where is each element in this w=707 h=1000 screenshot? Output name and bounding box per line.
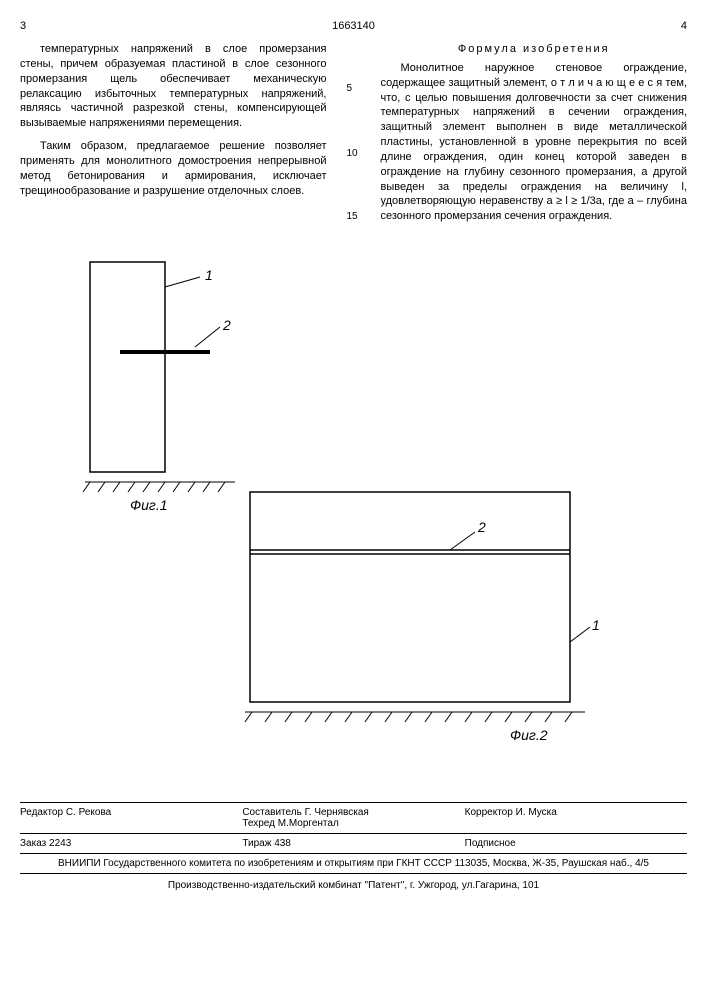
tirazh-label: Тираж xyxy=(242,838,271,849)
figure-2: 2 1 xyxy=(240,482,687,742)
figure-1: 1 2 Фиг.1 xyxy=(80,252,687,512)
corrector-label: Корректор xyxy=(465,807,513,818)
line-num-5: 5 xyxy=(347,82,353,96)
page-left: 3 xyxy=(20,20,26,32)
editor-label: Редактор xyxy=(20,807,63,818)
fig2-callout-2: 2 xyxy=(477,519,486,535)
fig2-wall xyxy=(250,492,570,702)
footer-subscription: Подписное xyxy=(465,838,687,849)
formula-title: Формула изобретения xyxy=(381,42,688,57)
footer: Редактор С. Рекова Составитель Г. Черняв… xyxy=(20,802,687,891)
figures-area: 1 2 Фиг.1 xyxy=(20,252,687,742)
techred-label: Техред xyxy=(242,818,275,829)
fig1-wall xyxy=(90,262,165,472)
editor-name: С. Рекова xyxy=(66,807,111,818)
left-column: температурных напряжений в слое промерза… xyxy=(20,42,327,232)
footer-row-credits: Редактор С. Рекова Составитель Г. Черняв… xyxy=(20,802,687,834)
left-p1: температурных напряжений в слое промерза… xyxy=(20,42,327,131)
footer-center-credits: Составитель Г. Чернявская Техред М.Морге… xyxy=(242,807,464,829)
line-num-10: 10 xyxy=(347,147,358,161)
fig1-svg: 1 2 Фиг.1 xyxy=(80,252,250,512)
order-label: Заказ xyxy=(20,838,46,849)
footer-corrector: Корректор И. Муска xyxy=(465,807,687,829)
header-row: 3 1663140 4 xyxy=(20,20,687,32)
fig1-label: Фиг.1 xyxy=(130,497,168,512)
fig2-leader1 xyxy=(570,627,590,642)
compiler-name: Г. Чернявская xyxy=(305,807,369,818)
fig1-leader1 xyxy=(165,277,200,287)
techred-name: М.Моргентал xyxy=(278,818,339,829)
fig2-leader2 xyxy=(450,532,475,550)
fig1-callout-2: 2 xyxy=(222,317,231,333)
footer-print: Производственно-издательский комбинат "П… xyxy=(20,874,687,891)
doc-number: 1663140 xyxy=(332,20,375,32)
footer-row-order: Заказ 2243 Тираж 438 Подписное xyxy=(20,834,687,854)
footer-editor: Редактор С. Рекова xyxy=(20,807,242,829)
tirazh-num: 438 xyxy=(274,838,291,849)
footer-tirazh: Тираж 438 xyxy=(242,838,464,849)
footer-address: ВНИИПИ Государственного комитета по изоб… xyxy=(20,854,687,874)
right-p1: Монолитное наружное стеновое ограждение,… xyxy=(381,61,688,224)
fig1-callout-1: 1 xyxy=(205,267,213,283)
fig1-hatch xyxy=(83,482,235,492)
line-num-15: 15 xyxy=(347,210,358,224)
compiler-label: Составитель xyxy=(242,807,301,818)
line-numbers: 5 10 15 xyxy=(347,42,361,232)
order-num: 2243 xyxy=(49,838,71,849)
fig2-label: Фиг.2 xyxy=(510,727,548,742)
footer-order: Заказ 2243 xyxy=(20,838,242,849)
fig2-svg: 2 1 xyxy=(240,482,610,742)
right-column: Формула изобретения Монолитное наружное … xyxy=(381,42,688,232)
fig2-callout-1: 1 xyxy=(592,617,600,633)
text-columns: температурных напряжений в слое промерза… xyxy=(20,42,687,232)
fig1-leader2 xyxy=(195,327,220,347)
left-p2: Таким образом, предлагаемое решение позв… xyxy=(20,139,327,198)
fig2-hatch xyxy=(245,712,585,722)
corrector-name: И. Муска xyxy=(516,807,557,818)
page-right: 4 xyxy=(681,20,687,32)
